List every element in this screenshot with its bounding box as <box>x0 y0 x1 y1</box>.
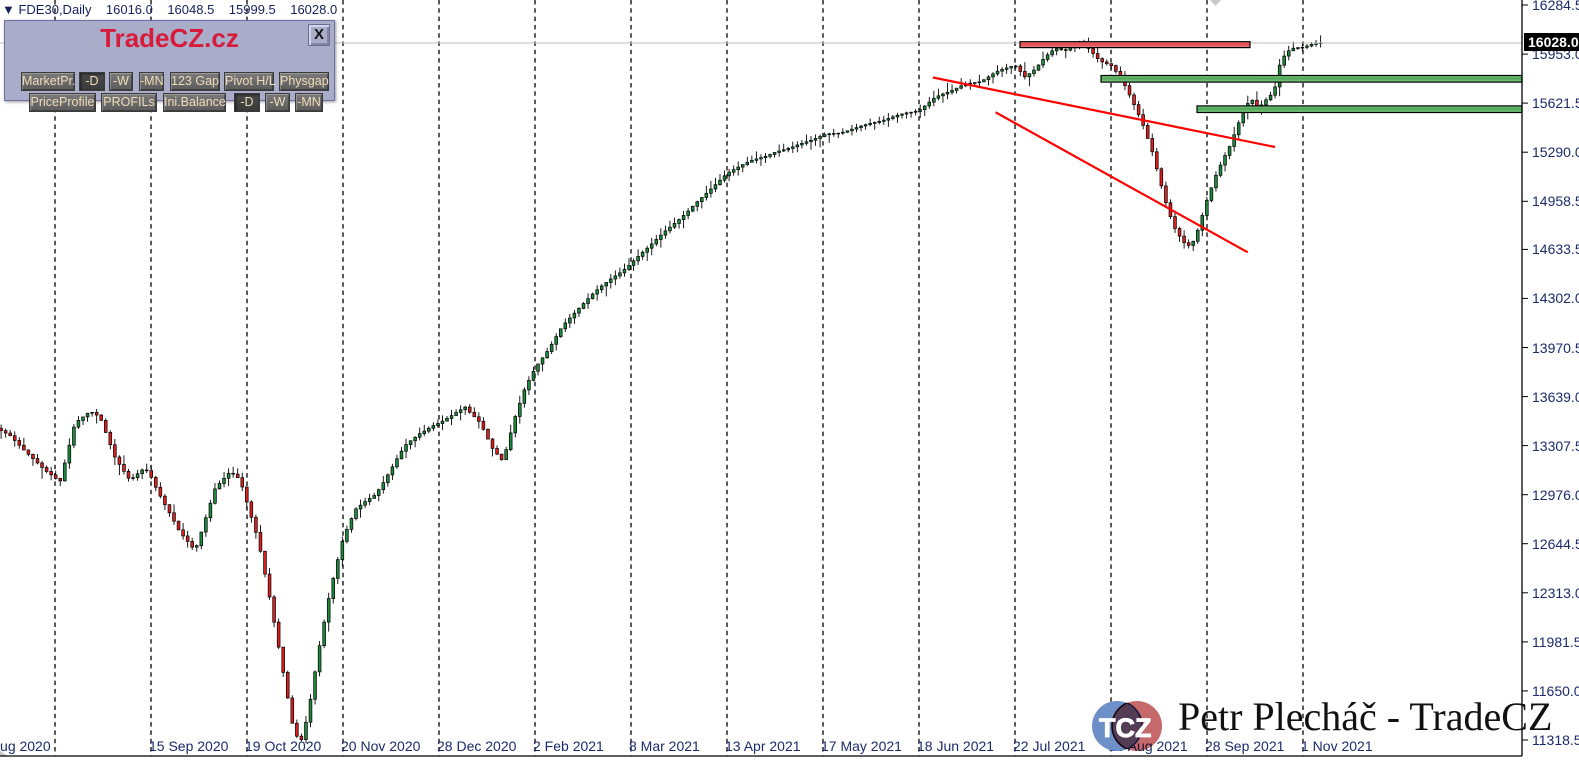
svg-text:TCZ: TCZ <box>1099 713 1151 743</box>
